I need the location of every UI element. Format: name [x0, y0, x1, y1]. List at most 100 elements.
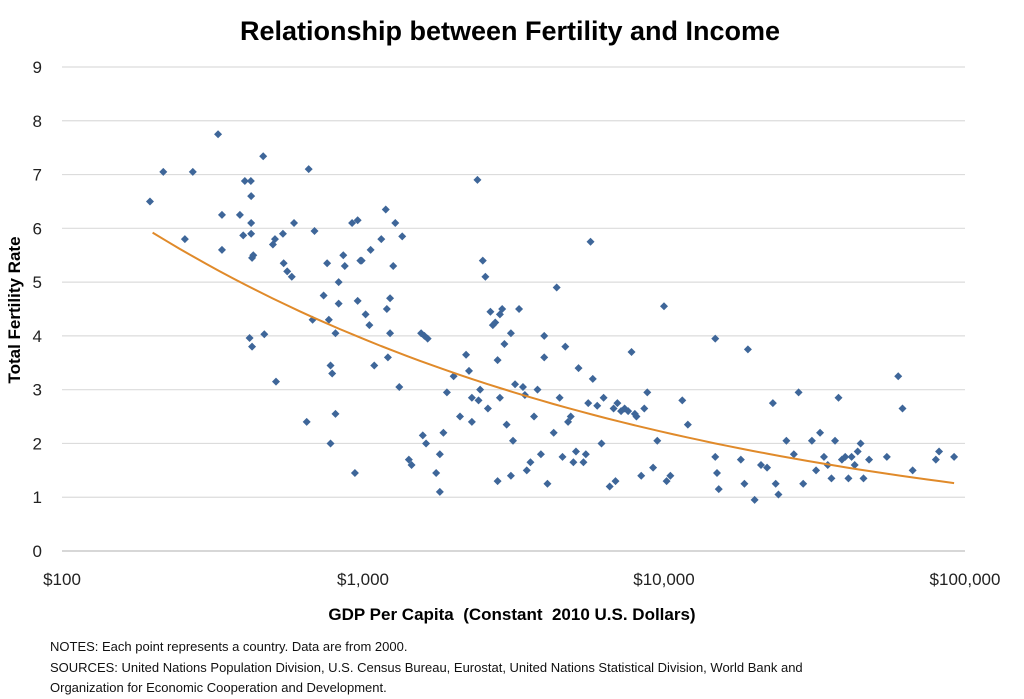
sources-line-continued: Organization for Economic Cooperation an…: [50, 680, 387, 695]
data-point: [235, 210, 244, 219]
data-point: [536, 450, 545, 459]
x-axis-title: GDP Per Capita (Constant 2010 U.S. Dolla…: [328, 605, 695, 624]
chart-title: Relationship between Fertility and Incom…: [240, 16, 780, 46]
data-point: [493, 477, 502, 486]
data-point: [522, 466, 531, 475]
data-point: [180, 235, 189, 244]
data-point: [478, 256, 487, 265]
data-point: [624, 407, 633, 416]
data-point: [287, 272, 296, 281]
data-point: [898, 404, 907, 413]
data-point: [270, 235, 279, 244]
data-point: [649, 463, 658, 472]
data-point: [398, 232, 407, 241]
data-point: [865, 455, 874, 464]
y-tick-label: 5: [33, 273, 42, 292]
data-point: [609, 404, 618, 413]
data-point: [678, 396, 687, 405]
y-tick-label: 3: [33, 381, 42, 400]
data-point: [844, 474, 853, 483]
data-point: [593, 401, 602, 410]
data-point: [334, 278, 343, 287]
data-point: [850, 460, 859, 469]
data-point: [366, 245, 375, 254]
data-point: [588, 374, 597, 383]
data-point: [500, 339, 509, 348]
data-point: [214, 130, 223, 139]
data-point: [530, 412, 539, 421]
data-point: [493, 356, 502, 365]
data-point: [383, 353, 392, 362]
data-point: [627, 348, 636, 357]
y-tick-label: 4: [33, 327, 42, 346]
data-point: [435, 450, 444, 459]
y-axis-title: Total Fertility Rate: [5, 236, 24, 383]
data-point: [323, 259, 332, 268]
notes-line: NOTES: Each point represents a country. …: [50, 639, 408, 654]
x-axis-ticks: $100 $1,000 $10,000 $100,000: [43, 570, 1000, 589]
data-point: [247, 192, 256, 201]
data-point: [304, 165, 313, 174]
y-tick-label: 0: [33, 542, 42, 561]
data-point: [271, 377, 280, 386]
data-point: [569, 458, 578, 467]
data-point: [819, 452, 828, 461]
data-point: [486, 307, 495, 316]
data-point: [422, 439, 431, 448]
data-point: [495, 393, 504, 402]
data-point: [579, 458, 588, 467]
data-point: [549, 428, 558, 437]
data-point: [566, 412, 575, 421]
x-tick-label: $100: [43, 570, 81, 589]
data-point: [418, 431, 427, 440]
data-point: [386, 294, 395, 303]
data-point: [841, 452, 850, 461]
data-point: [279, 259, 288, 268]
sources-line: SOURCES: United Nations Population Divis…: [50, 660, 803, 675]
data-point: [319, 291, 328, 300]
data-point: [145, 197, 154, 206]
data-point: [586, 237, 595, 246]
data-point: [506, 471, 515, 480]
data-point: [240, 177, 249, 186]
data-point: [377, 235, 386, 244]
data-point: [908, 466, 917, 475]
data-point: [561, 342, 570, 351]
data-point: [637, 471, 646, 480]
data-point: [555, 393, 564, 402]
data-point: [389, 261, 398, 270]
trend-line: [152, 231, 955, 485]
data-points: [145, 130, 959, 504]
data-point: [683, 420, 692, 429]
data-point: [763, 463, 772, 472]
data-point: [713, 469, 722, 478]
y-tick-label: 8: [33, 112, 42, 131]
data-point: [423, 334, 432, 343]
data-point: [632, 412, 641, 421]
data-point: [435, 487, 444, 496]
data-point: [611, 477, 620, 486]
y-tick-label: 1: [33, 488, 42, 507]
data-point: [640, 404, 649, 413]
data-point: [245, 334, 254, 343]
data-point: [666, 471, 675, 480]
data-point: [599, 393, 608, 402]
data-point: [799, 479, 808, 488]
data-point: [188, 167, 197, 176]
data-point: [571, 447, 580, 456]
data-point: [935, 447, 944, 456]
data-point: [771, 479, 780, 488]
data-point: [442, 388, 451, 397]
data-point: [465, 366, 474, 375]
data-point: [711, 334, 720, 343]
data-point: [474, 396, 483, 405]
data-point: [660, 302, 668, 311]
data-point: [502, 420, 511, 429]
data-point: [789, 450, 798, 459]
data-point: [432, 469, 441, 478]
data-point: [324, 315, 333, 324]
data-point: [481, 272, 490, 281]
data-point: [246, 177, 255, 186]
data-point: [248, 342, 257, 351]
data-point: [605, 482, 614, 491]
